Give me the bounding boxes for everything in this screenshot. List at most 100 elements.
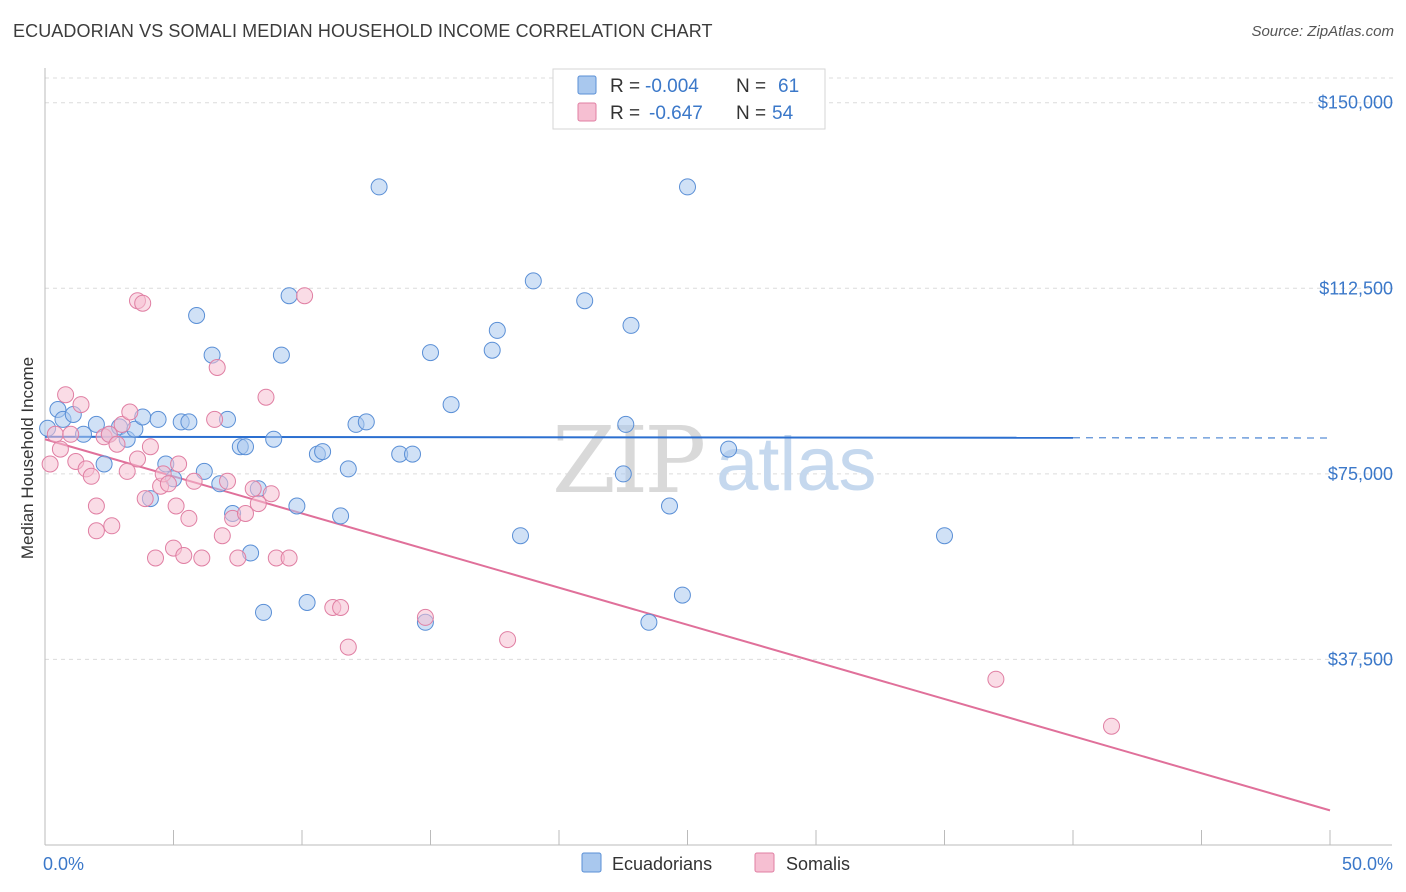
somali-point-44 [262,485,280,503]
somali-point-37 [219,472,236,490]
somali-point-50 [416,608,434,626]
watermark: ZIP atlas [552,407,877,514]
somali-point-10 [87,497,105,515]
legend-top: R = -0.004 N = 61 R = -0.647 N = 54 [552,68,826,130]
somali-point-48 [332,599,350,616]
ecuadorian-point-44 [422,344,439,362]
somali-point-17 [121,403,139,421]
ecuadorian-point-36 [332,507,350,525]
chart-title: ECUADORIAN VS SOMALI MEDIAN HOUSEHOLD IN… [13,21,713,41]
somali-point-23 [147,549,164,567]
grid-lines [45,77,1395,660]
somali-point-1 [46,425,64,443]
ecuadorian-trend-line [44,435,1074,439]
somali-point-0 [41,455,59,473]
ecuadorian-point-28 [255,603,272,621]
ecuadorian-point-49 [512,527,529,545]
ecuadorian-point-19 [195,462,213,480]
somali-point-3 [57,386,75,404]
legend-bottom: Ecuadorians Somalis [581,852,850,874]
somali-point-46 [280,549,298,567]
source-label: Source: ZipAtlas.com [1251,23,1394,40]
x-tick-label-min: 0.0% [43,854,84,874]
legend-n-label-1: N = [736,76,766,97]
somali-point-28 [167,497,185,515]
ecuadorian-point-45 [442,396,460,414]
legend-n-value-2: 54 [772,103,794,124]
somali-point-22 [141,438,159,456]
somali-point-36 [213,527,231,545]
axes [44,68,1392,846]
ecuadorian-point-39 [357,413,375,431]
somali-point-41 [244,480,262,498]
ecuadorian-point-56 [673,586,691,604]
somali-point-35 [208,359,226,376]
somali-point-2 [51,440,69,458]
legend-r-value-2: -0.647 [649,103,703,124]
y-tick-label-2: $112,500 [1319,278,1393,298]
ecuadorian-point-35 [314,443,332,461]
somali-point-18 [129,450,146,468]
ecuadorian-point-37 [339,460,357,478]
somali-point-31 [180,509,198,527]
somali-point-52 [987,670,1005,688]
somali-point-43 [257,388,275,406]
x-tick-label-max: 50.0% [1342,854,1393,874]
somali-point-13 [103,517,121,535]
somali-point-29 [170,455,188,473]
ecuadorian-point-57 [679,178,696,196]
somali-point-9 [87,522,105,540]
somali-point-8 [82,467,100,485]
ecuadorian-point-53 [640,613,658,631]
ecuadorian-point-48 [524,272,542,290]
legend-swatch-ecuadorians [577,75,597,95]
y-tick-label-3: $150,000 [1318,93,1393,113]
ecuadorian-point-54 [622,316,640,334]
legend-n-label-2: N = [736,103,766,124]
somali-point-53 [1103,717,1120,735]
somali-point-40 [237,505,254,522]
ecuadorian-point-42 [404,445,421,463]
somali-point-33 [193,549,211,567]
somali-point-39 [229,549,247,567]
somali-point-32 [185,472,203,490]
ecuadorian-point-52 [617,415,635,433]
legend-r-label-2: R = [610,103,640,124]
watermark-atlas: atlas [716,422,877,507]
ecuadorian-point-50 [576,292,594,310]
ecuadorian-point-18 [188,307,206,324]
y-tick-label-0: $37,500 [1328,649,1393,669]
ecuadorian-point-25 [237,438,254,456]
ecuadorian-point-31 [280,287,298,305]
somali-point-54 [296,287,314,305]
somali-point-30 [175,547,193,564]
ecuadorian-point-33 [298,594,316,611]
ecuadorian-point-46 [483,341,501,359]
legend-top-frame [552,68,826,130]
somali-point-51 [499,631,517,649]
x-tick-labels: 0.0% 50.0% [43,854,1393,874]
somali-point-14 [108,435,126,453]
somali-point-20 [134,294,152,312]
ecuadorian-point-40 [370,178,388,196]
y-tick-labels: $37,500 $75,000 $112,500 $150,000 [1318,93,1393,670]
ecuadorian-point-30 [272,346,290,364]
ecuadorian-point-32 [288,497,306,515]
ecuadorian-point-47 [488,321,506,339]
ecuadorian-point-13 [149,410,167,428]
somali-point-4 [62,425,80,443]
ecuadorian-point-29 [265,430,283,448]
legend-bottom-label-somalis: Somalis [786,854,850,874]
ecuadorian-point-5 [87,415,105,433]
y-tick-label-1: $75,000 [1328,464,1393,484]
ecuadorian-point-17 [180,413,198,431]
legend-r-label-1: R = [610,76,640,97]
legend-bottom-swatch-somalis [754,852,775,873]
ecuadorian-point-6 [95,455,113,473]
ecuadorian-point-59 [936,527,953,545]
somali-point-16 [118,462,136,480]
data-points [39,178,1120,735]
somali-point-26 [159,475,177,493]
somali-point-6 [72,396,90,414]
